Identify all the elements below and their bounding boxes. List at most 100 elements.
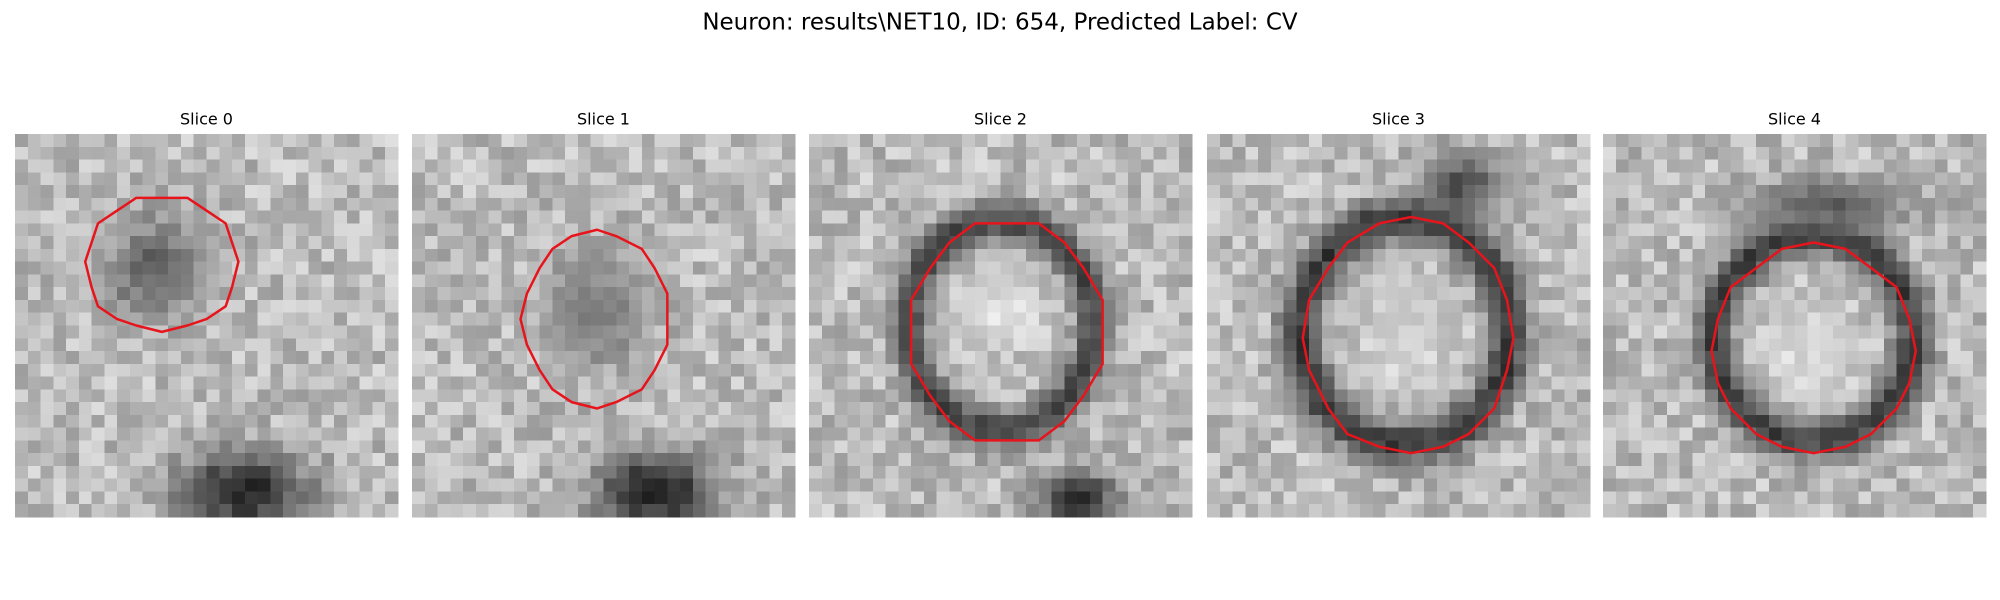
pixel	[898, 261, 912, 275]
pixel	[450, 261, 464, 275]
pixel	[155, 351, 169, 365]
pixel	[321, 491, 335, 505]
pixel	[1896, 185, 1910, 199]
pixel	[834, 478, 848, 492]
pixel	[1730, 312, 1744, 326]
pixel	[1270, 223, 1284, 237]
pixel	[1692, 299, 1706, 314]
pixel	[117, 440, 131, 454]
pixel	[1424, 236, 1438, 250]
pixel	[565, 491, 579, 505]
pixel	[53, 376, 67, 390]
pixel	[743, 172, 758, 186]
pixel	[359, 465, 373, 480]
pixel	[346, 351, 361, 365]
pixel	[1424, 172, 1438, 186]
pixel	[1832, 465, 1846, 480]
pixel	[898, 146, 912, 160]
pixel	[1309, 223, 1323, 237]
pixel	[1858, 465, 1872, 480]
pixel	[1883, 325, 1898, 339]
pixel	[91, 440, 105, 454]
pixel	[1845, 453, 1859, 467]
pixel	[1128, 134, 1142, 148]
pixel	[308, 478, 322, 492]
pixel	[1922, 248, 1936, 263]
pixel	[705, 389, 719, 403]
pixel	[1232, 248, 1246, 263]
pixel	[1500, 223, 1514, 237]
pixel	[885, 146, 899, 160]
pixel	[1922, 261, 1936, 275]
pixel	[1564, 351, 1578, 365]
pixel	[1360, 376, 1374, 390]
pixel	[590, 389, 604, 403]
pixel	[270, 197, 284, 211]
pixel	[565, 197, 579, 211]
pixel	[168, 236, 182, 250]
pixel	[1960, 453, 1974, 467]
pixel	[1321, 312, 1336, 326]
pixel	[1153, 248, 1167, 263]
pixel	[1258, 453, 1272, 467]
pixel	[616, 363, 630, 377]
pixel	[1179, 312, 1193, 326]
pixel	[1179, 402, 1193, 416]
pixel	[346, 159, 361, 173]
pixel	[257, 465, 271, 480]
pixel	[1871, 312, 1885, 326]
pixel	[155, 453, 169, 467]
pixel	[1743, 274, 1757, 288]
pixel	[40, 465, 54, 480]
pixel	[1922, 504, 1936, 518]
pixel	[295, 453, 310, 467]
pixel	[180, 287, 195, 301]
pixel	[1334, 376, 1348, 390]
pixel	[680, 389, 694, 403]
pixel	[1424, 223, 1438, 237]
pixel	[1398, 465, 1412, 480]
pixel	[1334, 325, 1348, 339]
pixel	[206, 248, 220, 263]
pixel	[463, 210, 477, 224]
pixel	[1000, 376, 1014, 390]
panel-title: Slice 4	[1768, 110, 1821, 129]
pixel	[1487, 146, 1502, 160]
pixel	[412, 299, 426, 314]
pixel	[590, 351, 604, 365]
pixel	[923, 248, 938, 263]
pixel	[412, 210, 426, 224]
pixel	[1538, 338, 1553, 352]
pixel	[488, 465, 502, 480]
pixel	[1666, 478, 1680, 492]
pixel	[898, 376, 912, 390]
pixel	[769, 261, 783, 275]
pixel	[1038, 465, 1052, 480]
pixel	[872, 427, 886, 441]
pixel	[1064, 299, 1078, 314]
pixel	[295, 223, 310, 237]
pixel	[731, 261, 745, 275]
pixel	[1372, 210, 1387, 224]
pixel	[1115, 325, 1129, 339]
pixel	[1128, 236, 1142, 250]
pixel	[334, 261, 348, 275]
pixel	[1089, 414, 1104, 429]
pixel	[782, 427, 796, 441]
pixel	[1424, 376, 1438, 390]
pixel	[66, 248, 80, 263]
pixel	[590, 376, 604, 390]
pixel	[1026, 363, 1040, 377]
pixel	[1756, 223, 1770, 237]
figure-title: Neuron: results\NET10, ID: 654, Predicte…	[702, 10, 1298, 36]
pixel	[321, 159, 335, 173]
pixel	[898, 351, 912, 365]
pixel	[424, 134, 438, 148]
pixel	[1641, 248, 1655, 263]
pixel	[1922, 299, 1936, 314]
pixel	[1538, 146, 1553, 160]
pixel	[308, 376, 322, 390]
pixel	[1179, 453, 1193, 467]
pixel	[334, 236, 348, 250]
pixel	[1449, 287, 1463, 301]
